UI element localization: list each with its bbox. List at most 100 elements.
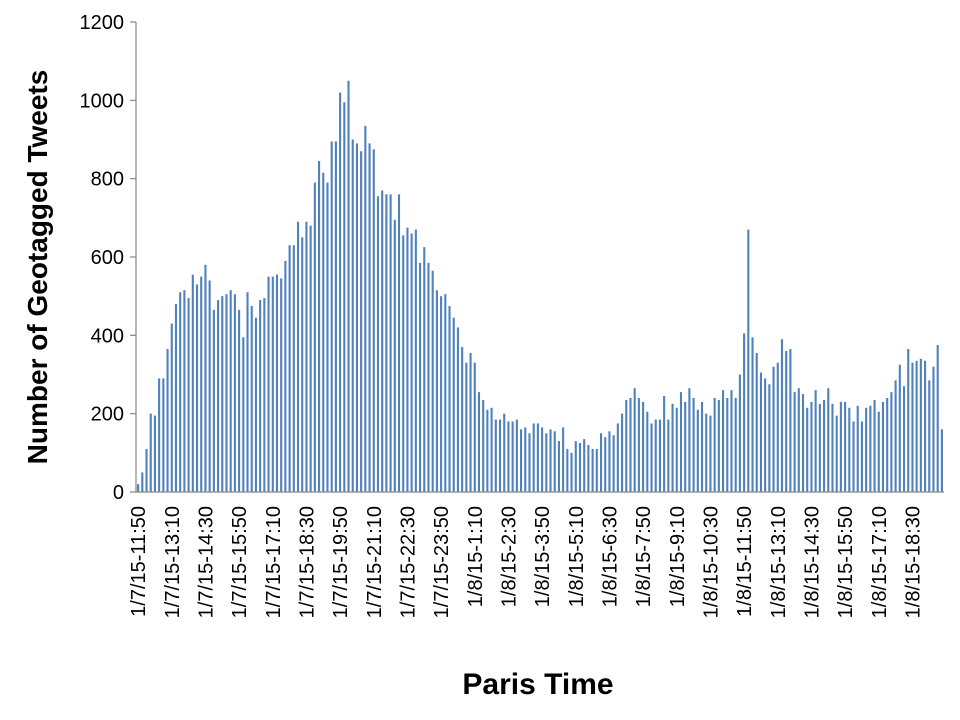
bar: [221, 296, 224, 492]
bar: [195, 284, 199, 492]
bar: [823, 399, 826, 492]
bar: [296, 221, 300, 492]
bar: [427, 262, 430, 493]
bar: [254, 317, 257, 492]
bar: [212, 309, 215, 493]
bar: [414, 229, 417, 492]
bar: [621, 413, 624, 492]
y-tick-label: 600: [91, 247, 124, 269]
x-tick-label: 1/8/15-1:10: [465, 506, 487, 607]
bar: [200, 276, 203, 492]
bar: [318, 161, 321, 493]
bar: [452, 317, 455, 492]
bar: [557, 441, 560, 492]
bar: [793, 392, 796, 493]
bar: [612, 435, 615, 492]
bar: [604, 437, 607, 492]
bar: [902, 386, 906, 492]
bar: [705, 413, 708, 492]
bar: [797, 388, 800, 492]
bar: [532, 423, 535, 492]
x-tick-label: 1/8/15-11:50: [734, 506, 756, 617]
bar: [570, 452, 573, 492]
bar: [284, 260, 287, 492]
bar: [785, 351, 788, 492]
bar: [646, 411, 649, 492]
bar: [940, 429, 943, 492]
bar: [507, 421, 510, 492]
bar: [364, 125, 367, 492]
bar: [153, 415, 156, 493]
bar: [238, 309, 241, 493]
bar: [233, 294, 236, 492]
bar: [520, 429, 523, 492]
bar: [385, 194, 388, 492]
bar: [419, 262, 422, 493]
bar: [503, 413, 506, 492]
bar: [730, 390, 733, 492]
x-tick-label: 1/8/15-3:50: [532, 506, 554, 607]
bar: [759, 372, 762, 492]
x-tick-label: 1/8/15-7:50: [633, 506, 655, 607]
bar: [267, 276, 270, 492]
bar: [860, 421, 863, 492]
bar: [174, 304, 178, 492]
x-tick-label: 1/8/15-9:10: [667, 506, 689, 607]
bar: [684, 401, 687, 492]
y-tick-label: 800: [91, 169, 124, 191]
bar: [141, 472, 144, 492]
bar: [658, 419, 661, 492]
bar: [355, 143, 358, 493]
bar: [583, 439, 586, 493]
bar: [334, 141, 337, 492]
bar: [490, 407, 493, 492]
bar: [599, 433, 603, 492]
bar: [881, 401, 885, 492]
bar: [818, 403, 821, 493]
bar: [339, 92, 342, 492]
bar: [789, 349, 792, 492]
bar: [477, 392, 481, 493]
bar: [389, 194, 392, 492]
bar: [915, 360, 918, 492]
y-axis-title: Number of Geotagged Tweets: [22, 70, 53, 465]
bar: [625, 399, 628, 492]
bar: [448, 305, 451, 492]
bar: [541, 427, 544, 493]
x-axis-title: Paris Time: [462, 668, 613, 701]
bar: [473, 362, 476, 492]
bar: [835, 415, 838, 493]
x-tick-label: 1/8/15-10:30: [700, 506, 722, 618]
bar: [616, 423, 619, 492]
bar: [372, 149, 375, 493]
bar: [444, 294, 447, 492]
bar: [894, 380, 897, 493]
bar: [700, 401, 704, 492]
bar: [667, 419, 670, 492]
bar: [271, 276, 274, 492]
bar: [263, 298, 266, 493]
bar: [671, 403, 674, 493]
bar: [806, 407, 809, 492]
bar: [225, 294, 228, 492]
bar: [393, 219, 396, 493]
bar: [376, 196, 380, 493]
bar: [217, 300, 220, 492]
bars-group: [137, 80, 943, 493]
y-tick-label: 0: [113, 482, 124, 504]
bar: [166, 349, 169, 492]
x-tick-label: 1/7/15-18:30: [296, 506, 318, 618]
bar: [179, 292, 182, 492]
bar: [360, 151, 363, 492]
bar: [292, 245, 295, 492]
bar: [827, 388, 830, 492]
bar: [738, 374, 741, 492]
bar: [482, 399, 485, 492]
bar: [717, 399, 720, 492]
bar: [406, 227, 409, 493]
bar: [936, 345, 939, 493]
bar: [149, 413, 152, 492]
x-tick-label: 1/8/15-15:50: [835, 506, 857, 618]
x-tick-label: 1/7/15-22:30: [397, 506, 419, 618]
bar: [709, 415, 712, 493]
